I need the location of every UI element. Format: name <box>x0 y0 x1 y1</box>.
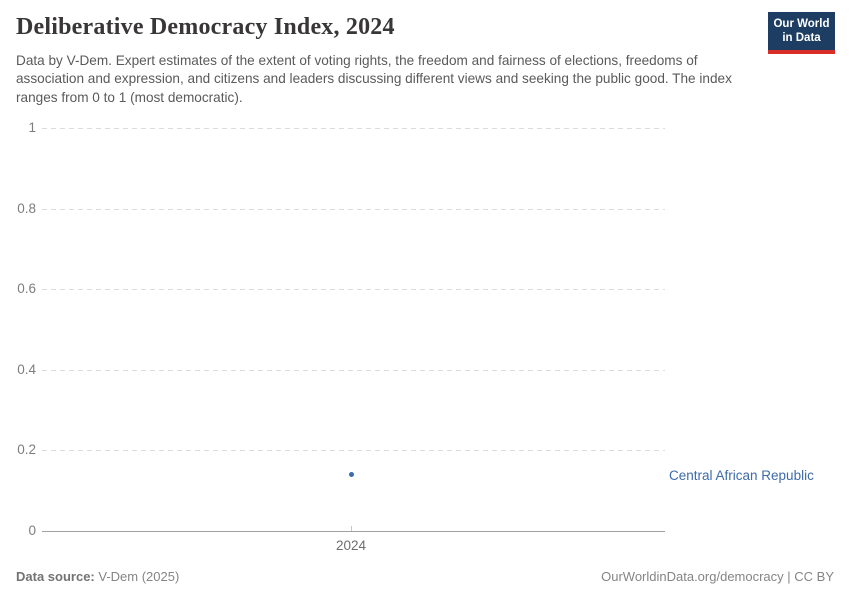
owid-logo-text-line1: Our World <box>773 18 830 30</box>
footer-data-source: Data source: V-Dem (2025) <box>16 569 179 584</box>
entity-label-central-african-republic[interactable]: Central African Republic <box>669 468 814 483</box>
y-axis-tick-label-0.2: 0.2 <box>17 442 36 458</box>
gridline-y-0.6 <box>42 289 665 291</box>
data-point[interactable] <box>348 472 354 478</box>
gridline-y-1 <box>42 128 665 129</box>
y-axis-tick-label-0.6: 0.6 <box>17 281 36 297</box>
y-axis-tick-label-0.8: 0.8 <box>17 200 36 216</box>
x-axis-tick-mark <box>351 526 352 531</box>
x-axis-line <box>42 531 665 532</box>
y-axis-tick-label-0.4: 0.4 <box>17 361 36 377</box>
gridline-y-0.2 <box>42 450 665 452</box>
x-axis-tick-label: 2024 <box>335 538 367 553</box>
gridline-y-0.8 <box>42 208 665 210</box>
data-source-label: Data source: <box>16 569 95 584</box>
owid-logo[interactable]: Our World in Data <box>768 12 835 54</box>
footer-license-link[interactable]: OurWorldinData.org/democracy | CC BY <box>601 569 834 584</box>
data-source-value: V-Dem (2025) <box>98 569 180 584</box>
owid-logo-text-line2: in Data <box>782 32 821 45</box>
y-axis-tick-label-1: 1 <box>28 120 36 135</box>
chart-subtitle: Data by V-Dem. Expert estimates of the e… <box>16 53 732 105</box>
page-title: Deliberative Democracy Index, 2024 <box>16 14 395 40</box>
gridline-y-0.4 <box>42 369 665 371</box>
y-axis-tick-label-0: 0 <box>28 523 36 538</box>
